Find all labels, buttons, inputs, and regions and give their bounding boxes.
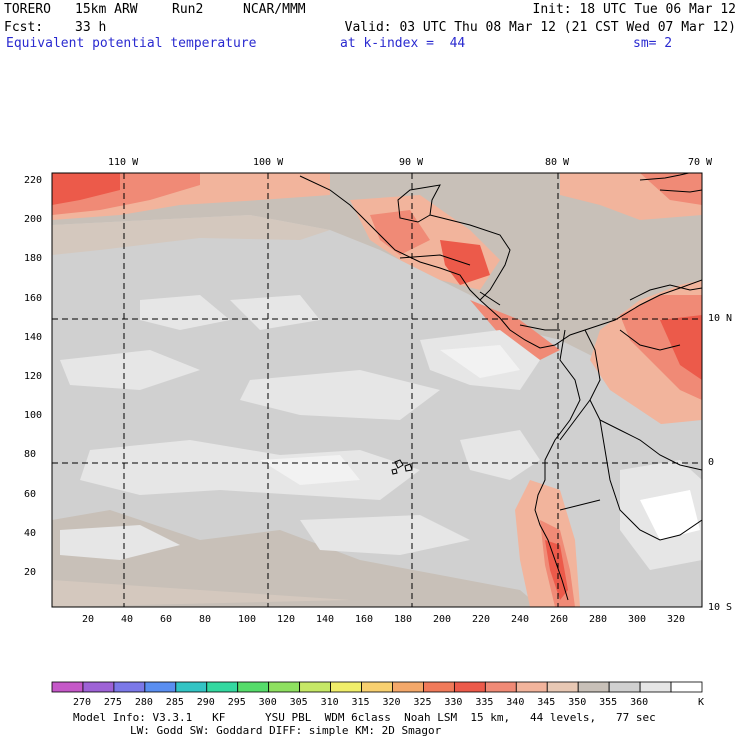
x-tick-label: 100 [238, 614, 257, 625]
x-tick-label: 300 [628, 614, 647, 625]
colorbar-label: 295 [227, 697, 246, 708]
y-tick-label: 40 [24, 527, 37, 539]
colorbar-label: 285 [165, 697, 184, 708]
x-tick-label: 60 [160, 614, 173, 625]
colorbar-label: 280 [134, 697, 153, 708]
y-tick-label: 60 [24, 488, 37, 500]
x-tick-label: 20 [82, 614, 95, 625]
x-tick-label: 80 [199, 614, 212, 625]
x-tick-label: 200 [433, 614, 452, 625]
colorbar-swatch [206, 681, 239, 693]
colorbar-label: 290 [196, 697, 215, 708]
colorbar-swatch [175, 681, 208, 693]
x-tick-label: 320 [667, 614, 686, 625]
y-tick-label: 220 [24, 175, 43, 186]
x-tick-label: 220 [472, 614, 491, 625]
temperature-field [52, 173, 702, 607]
y-tick-label: 20 [24, 567, 37, 578]
colorbar-swatch [670, 681, 703, 693]
colorbar-label: 310 [320, 697, 339, 708]
x-tick-label: 40 [121, 614, 134, 625]
colorbar-swatch [268, 681, 301, 693]
model-info: Model Info: V3.3.1 KF YSU PBL WDM 6class… [73, 711, 656, 724]
y-tick-label: 160 [24, 292, 43, 304]
y-tick-label: 100 [24, 410, 43, 422]
lon-label: 110 W [108, 157, 139, 168]
x-tick-label: 160 [355, 614, 374, 625]
forecast-hours: 33 h [75, 20, 107, 35]
colorbar-label: 320 [382, 697, 401, 708]
colorbar-label: 335 [475, 697, 494, 708]
x-tick-label: 140 [316, 614, 335, 625]
colorbar-swatch [423, 681, 455, 693]
run-label: Run2 [172, 2, 204, 17]
colorbar-label: 340 [506, 697, 525, 708]
x-tick-label: 280 [589, 614, 608, 625]
plot-frame [51, 172, 703, 608]
lon-label: 90 W [399, 157, 424, 168]
colorbar-swatch [577, 681, 610, 693]
colorbar-swatch [392, 681, 424, 693]
smoothing-label: sm= 2 [633, 36, 673, 51]
model-resolution: 15km ARW [75, 2, 138, 17]
org-label: NCAR/MMM [243, 2, 306, 17]
grid-lines [52, 173, 702, 607]
colorbar-unit: K [698, 697, 705, 708]
colorbar-label: 305 [289, 697, 308, 708]
colorbar-label: 270 [72, 697, 91, 708]
init-time: Init: 18 UTC Tue 06 Mar 12 [532, 2, 737, 17]
lat-label: 0 [708, 457, 715, 468]
colorbar-label: 330 [444, 697, 463, 708]
lon-label: 80 W [545, 157, 570, 168]
valid-time: Valid: 03 UTC Thu 08 Mar 12 (21 CST Wed … [344, 20, 736, 35]
colorbar-swatch [330, 681, 362, 693]
colorbar-swatch [453, 681, 486, 693]
y-tick-label: 80 [24, 449, 37, 461]
y-tick-label: 200 [24, 214, 43, 226]
physics-info: LW: Godd SW: Goddard DIFF: simple KM: 2D… [130, 724, 442, 737]
colorbar-swatch [484, 681, 517, 693]
lat-label: 10 S [708, 602, 733, 613]
forecast-label: Fcst: [4, 20, 44, 35]
lat-label: 10 N [708, 313, 733, 324]
colorbar-swatch [82, 681, 115, 693]
colorbar-swatch [113, 681, 146, 693]
y-tick-label: 140 [24, 331, 43, 343]
colorbar-swatch [144, 681, 177, 693]
colorbar-swatch [237, 681, 270, 693]
colorbar-swatch [639, 681, 672, 693]
colorbar-label: 360 [630, 697, 649, 708]
colorbar-label: 345 [537, 697, 556, 708]
lon-label: 70 W [688, 157, 713, 168]
x-tick-label: 240 [511, 614, 530, 625]
colorbar-swatch [546, 681, 579, 693]
x-tick-label: 120 [277, 614, 296, 625]
field-title: Equivalent potential temperature [6, 36, 257, 51]
x-tick-label: 180 [394, 614, 413, 625]
colorbar-label: 355 [599, 697, 618, 708]
colorbar-label: 300 [258, 697, 277, 708]
x-tick-label: 260 [550, 614, 569, 625]
colorbar-label: 315 [351, 697, 370, 708]
colorbar-swatch [299, 681, 331, 693]
colorbar [51, 681, 703, 693]
y-tick-label: 180 [24, 253, 43, 265]
y-tick-label: 120 [24, 371, 43, 382]
colorbar-swatch [515, 681, 548, 693]
colorbar-swatch [608, 681, 641, 693]
colorbar-swatch [51, 681, 84, 693]
colorbar-label: 350 [568, 697, 587, 708]
lon-label: 100 W [253, 157, 284, 168]
colorbar-swatch [361, 681, 393, 693]
level-label: at k-index = 44 [340, 36, 466, 51]
coastlines [299, 173, 702, 601]
colorbar-label: 275 [103, 697, 122, 708]
model-name: TORERO [4, 2, 51, 17]
colorbar-label: 325 [413, 697, 432, 708]
